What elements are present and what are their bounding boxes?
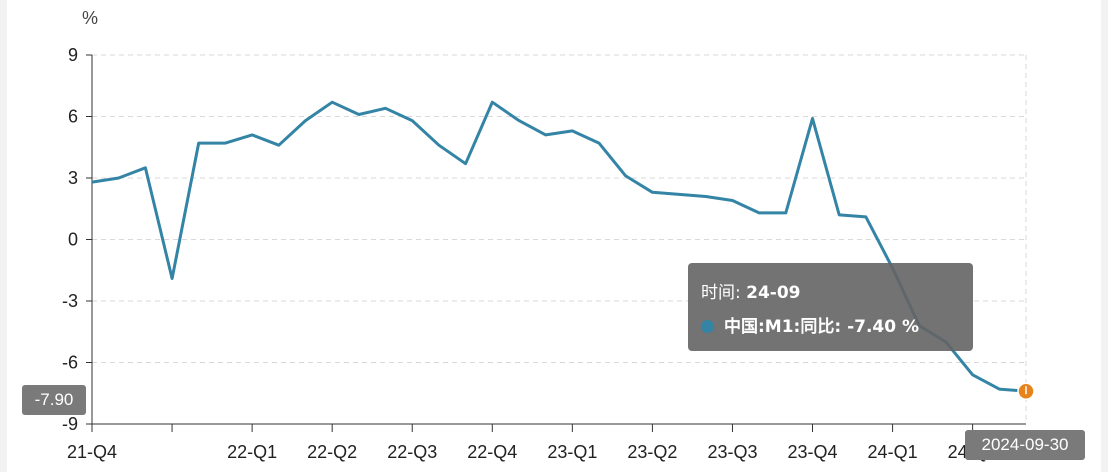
data-point [357, 112, 361, 116]
data-point [464, 162, 468, 166]
series-line [91, 100, 1027, 393]
x-axis-pointer-label: 2024-09-30 [965, 430, 1085, 460]
y-tick-label: -6 [62, 353, 78, 373]
x-tick-label: 23-Q2 [627, 442, 677, 462]
data-point [410, 119, 414, 123]
tooltip: 时间: 24-09 中国:M1:同比: -7.40 % [688, 263, 973, 351]
left-border [0, 0, 7, 472]
data-point [90, 180, 94, 184]
data-point [864, 215, 868, 219]
x-tick-label: 24-Q1 [868, 442, 918, 462]
x-tick-label: 22-Q4 [467, 442, 517, 462]
data-point [143, 166, 147, 170]
y-axis-pointer-label: -7.90 [22, 385, 86, 415]
data-point [677, 192, 681, 196]
right-border [1101, 0, 1108, 472]
data-point [757, 211, 761, 215]
tooltip-time-value: 24-09 [746, 283, 801, 303]
x-tick-label: 23-Q3 [707, 442, 757, 462]
data-point [597, 141, 601, 145]
tooltip-time-row: 时间: 24-09 [701, 278, 801, 303]
x-tick-label: 23-Q1 [547, 442, 597, 462]
data-point [277, 143, 281, 147]
y-tick-label: 6 [68, 107, 78, 127]
series-marker-icon [701, 320, 714, 333]
data-point [437, 143, 441, 147]
tooltip-series-label: 中国:M1:同比: [724, 317, 842, 337]
tooltip-series-row: 中国:M1:同比: -7.40 % [701, 312, 919, 337]
data-point [544, 133, 548, 137]
data-point [837, 213, 841, 217]
data-point [704, 194, 708, 198]
y-tick-label: 0 [68, 230, 78, 250]
y-tick-label: -9 [62, 414, 78, 434]
data-point [517, 119, 521, 123]
tooltip-unit: % [901, 317, 920, 337]
y-axis-unit-label: % [82, 8, 99, 28]
data-point [117, 176, 121, 180]
data-point [624, 174, 628, 178]
x-tick-label: 21-Q4 [67, 442, 117, 462]
y-tick-label: -3 [62, 291, 78, 311]
data-point [570, 129, 574, 133]
data-point [971, 373, 975, 377]
data-point [170, 276, 174, 280]
x-tick-label: 22-Q3 [387, 442, 437, 462]
data-point [490, 100, 494, 104]
data-point [650, 190, 654, 194]
tooltip-time-label: 时间: [701, 283, 741, 303]
data-point [997, 387, 1001, 391]
data-point [784, 211, 788, 215]
tooltip-series-value: -7.40 [847, 317, 897, 337]
data-point [197, 141, 201, 145]
data-point [811, 117, 815, 121]
x-tick-label: 22-Q1 [227, 442, 277, 462]
x-tick-label: 23-Q4 [787, 442, 837, 462]
y-tick-label: 9 [68, 45, 78, 65]
data-point [223, 141, 227, 145]
x-tick-label: 22-Q2 [307, 442, 357, 462]
data-point [730, 199, 734, 203]
data-point [303, 119, 307, 123]
data-point [250, 133, 254, 137]
data-point [330, 100, 334, 104]
data-point [384, 106, 388, 110]
y-tick-label: 3 [68, 168, 78, 188]
